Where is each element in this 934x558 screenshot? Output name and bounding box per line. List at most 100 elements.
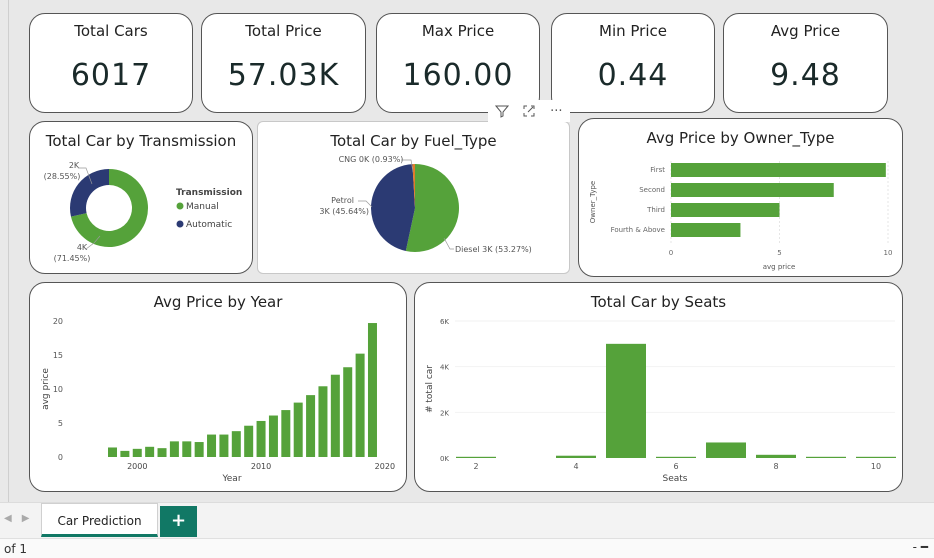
x-tick-label: 2020	[375, 462, 395, 471]
x-tick-label: 2000	[127, 462, 147, 471]
bar-year-2016[interactable]	[330, 374, 340, 457]
next-page-icon[interactable]: ▶	[21, 513, 30, 524]
bar-third[interactable]	[671, 203, 780, 217]
legend-label-automatic[interactable]: Automatic	[186, 220, 232, 230]
visual-header-toolbar: ···	[488, 100, 570, 122]
bar-seats-7[interactable]	[706, 442, 746, 458]
label-manual-pct: (71.45%)	[54, 254, 91, 263]
bar-year-2018[interactable]	[355, 353, 365, 457]
x-tick-label: 10	[884, 249, 893, 257]
legend-label-manual[interactable]: Manual	[186, 202, 219, 212]
chart-title: Avg Price by Year	[153, 293, 283, 311]
bar-seats-9[interactable]	[806, 456, 846, 458]
bar-year-2002[interactable]	[157, 448, 167, 457]
transmission-donut-svg: 2K (28.55%) 4K (71.45%) Transmission Man…	[44, 161, 243, 263]
leader-line	[401, 159, 414, 173]
add-page-button[interactable]: +	[160, 506, 197, 537]
legend-swatch-manual	[176, 202, 184, 210]
y-axis-label: avg price	[41, 368, 51, 410]
owner-type-chart-card[interactable]: Avg Price by Owner_Type Owner_Type avg p…	[578, 118, 903, 277]
label-diesel: Diesel 3K (53.27%)	[455, 245, 532, 254]
y-tick-label: 0	[58, 453, 63, 462]
seats-chart-card[interactable]: Total Car by Seats # total car Seats 0K 2…	[414, 282, 903, 492]
bar-year-2004[interactable]	[182, 441, 192, 457]
label-cng: CNG 0K (0.93%)	[339, 155, 404, 164]
bar-year-2010[interactable]	[256, 420, 266, 457]
y-tick-label: 5	[58, 419, 63, 428]
seats-bar-svg: # total car Seats 0K 2K 4K 6K 2 4 6 8 10	[425, 318, 896, 484]
bar-year-2008[interactable]	[231, 431, 241, 457]
tab-car-prediction[interactable]: Car Prediction	[41, 503, 158, 537]
chart-title: Total Car by Fuel_Type	[330, 132, 497, 150]
bar-year-2005[interactable]	[194, 442, 204, 457]
bar-year-2015[interactable]	[318, 386, 328, 457]
bar-year-2014[interactable]	[306, 395, 316, 457]
filter-icon[interactable]	[493, 102, 511, 120]
x-tick-label: 5	[777, 249, 781, 257]
kpi-card-max-price[interactable]: Max Price 160.00	[376, 13, 540, 113]
focus-mode-icon[interactable]	[520, 102, 538, 120]
kpi-card-min-price[interactable]: Min Price 0.44	[551, 13, 715, 113]
bar-year-2009[interactable]	[244, 425, 254, 457]
bar-fourth-above[interactable]	[671, 223, 741, 237]
kpi-value: 9.48	[770, 58, 841, 93]
kpi-title: Avg Price	[770, 22, 841, 40]
bar-seats-2[interactable]	[456, 456, 496, 458]
bar-first[interactable]	[671, 163, 886, 177]
chart-title: Avg Price by Owner_Type	[646, 129, 835, 147]
bar-year-2017[interactable]	[343, 367, 353, 457]
donut-slice-manual[interactable]	[70, 169, 148, 247]
bar-second[interactable]	[671, 183, 834, 197]
leader-line	[358, 200, 373, 208]
transmission-chart-card[interactable]: Total Car by Transmission 2K (28.55%) 4K…	[29, 121, 253, 274]
pie-slice-diesel[interactable]	[405, 164, 460, 252]
chart-title: Total Car by Transmission	[45, 132, 237, 150]
y-tick-label: 4K	[440, 364, 449, 372]
kpi-value: 6017	[70, 58, 152, 93]
fuel-type-chart-card[interactable]: Total Car by Fuel_Type CNG 0K (0.93%) Pe…	[257, 121, 570, 274]
page-nav-arrows: ◀ ▶	[4, 513, 39, 524]
bar-year-2012[interactable]	[281, 410, 291, 457]
kpi-card-avg-price[interactable]: Avg Price 9.48	[723, 13, 888, 113]
bar-year-2006[interactable]	[207, 434, 217, 457]
legend-swatch-automatic	[176, 220, 184, 228]
donut-slice-automatic[interactable]	[70, 169, 109, 217]
prev-page-icon[interactable]: ◀	[4, 513, 12, 524]
bar-year-2001[interactable]	[145, 446, 155, 457]
kpi-title: Total Price	[245, 22, 322, 40]
owner-bar-svg: Owner_Type avg price 0 5 10 First Second Thir…	[589, 161, 893, 271]
bar-seats-6[interactable]	[656, 456, 696, 458]
x-tick-label: 4	[573, 462, 578, 471]
pie-slice-petrol[interactable]	[371, 164, 415, 252]
bar-seats-5[interactable]	[606, 343, 646, 458]
bar-year-2011[interactable]	[268, 415, 278, 457]
bar-year-1999[interactable]	[120, 450, 130, 457]
bar-seats-4[interactable]	[556, 455, 596, 458]
kpi-value: 57.03K	[227, 58, 340, 93]
x-tick-label: 6	[673, 462, 678, 471]
x-tick-label: 2010	[251, 462, 271, 471]
label-petrol-name: Petrol	[331, 196, 354, 205]
leader-line	[443, 237, 454, 250]
y-tick-label: 15	[53, 351, 63, 360]
bar-year-2007[interactable]	[219, 434, 229, 457]
y-tick-label: Fourth & Above	[611, 226, 665, 234]
bar-seats-10[interactable]	[856, 456, 896, 458]
zoom-control[interactable]: - ━	[912, 540, 928, 554]
kpi-value: 160.00	[402, 58, 514, 93]
more-options-icon[interactable]: ···	[550, 103, 563, 119]
bar-year-2013[interactable]	[293, 402, 303, 457]
bar-year-2019[interactable]	[367, 323, 377, 457]
y-tick-label: 2K	[440, 409, 449, 417]
bar-year-1998[interactable]	[108, 447, 117, 457]
year-chart-card[interactable]: Avg Price by Year avg price Year 0 5 10 15 2…	[29, 282, 407, 492]
pie-slice-cng[interactable]	[412, 164, 415, 208]
kpi-card-total-cars[interactable]: Total Cars 6017	[29, 13, 193, 113]
bar-year-2000[interactable]	[132, 448, 142, 457]
kpi-card-total-price[interactable]: Total Price 57.03K	[201, 13, 366, 113]
label-automatic-pct: (28.55%)	[44, 172, 81, 181]
kpi-title: Total Cars	[74, 22, 148, 40]
x-axis-label: Seats	[663, 474, 688, 484]
bar-seats-8[interactable]	[756, 454, 796, 458]
bar-year-2003[interactable]	[169, 441, 179, 457]
